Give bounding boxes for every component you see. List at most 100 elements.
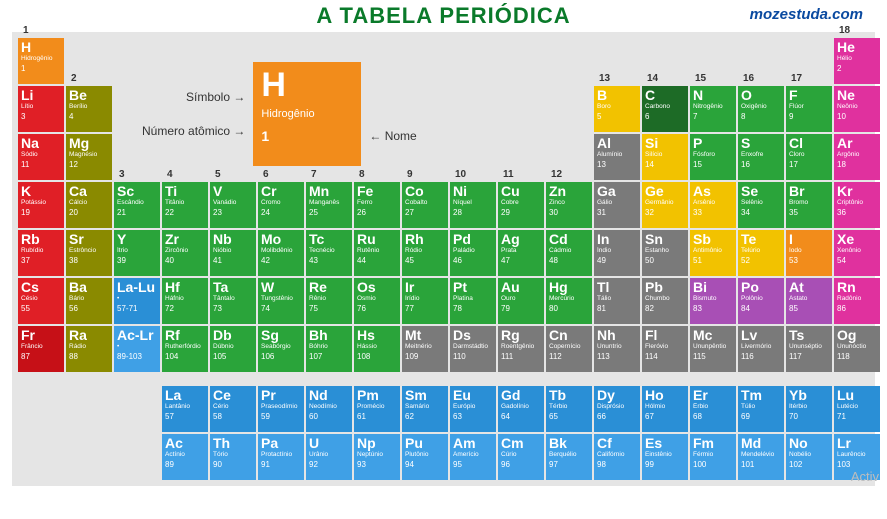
element-number: 42 [261,256,301,266]
element-name: Rubídio [21,247,61,255]
element-symbol: Ne [837,88,877,102]
element-symbol: Pt [453,280,493,294]
element-name: Rádio [69,343,109,351]
site-label: mozestuda.com [750,6,863,23]
element-cell: NiNíquel28 [450,182,496,228]
element-name: Protactínio [261,451,301,459]
element-symbol: P [693,136,733,150]
element-number: 64 [501,412,541,422]
element-cell: RbRubídio37 [18,230,64,276]
legend-example-cell: H Hidrogênio 1 [253,62,361,166]
element-symbol: Fr [21,328,61,342]
element-cell: CnCopernício112 [546,326,592,372]
element-symbol: Ac [165,436,205,450]
element-name: Zircônio [165,247,205,255]
element-symbol: Rb [21,232,61,246]
element-number: 74 [261,304,301,314]
element-symbol: Cu [501,184,541,198]
element-name: Livermório [741,343,781,351]
element-name: Germânio [645,199,685,207]
element-number: 50 [645,256,685,266]
element-number: 40 [165,256,205,266]
element-number: 18 [837,160,877,170]
element-symbol: Gd [501,388,541,402]
page-title: A TABELA PERIÓDICA [316,3,570,29]
element-number: 47 [501,256,541,266]
element-symbol: Au [501,280,541,294]
column-label: 16 [740,72,757,90]
element-cell: BrBromo35 [786,182,832,228]
element-name: Irídio [405,295,445,303]
element-number: 72 [165,304,205,314]
element-name: Ósmio [357,295,397,303]
element-cell: MgMagnésio12 [66,134,112,180]
element-cell: TcTecnécio43 [306,230,352,276]
element-number: 39 [117,256,157,266]
column-label: 12 [548,168,565,186]
element-number: 27 [405,208,445,218]
element-name: Térbio [549,403,589,411]
element-number: 114 [645,352,685,362]
column-label: 9 [404,168,416,186]
element-cell: AsArsênio33 [690,182,736,228]
element-name: Gálio [597,199,637,207]
element-cell: TlTálio81 [594,278,640,324]
element-cell: FeFerro26 [354,182,400,228]
element-symbol: Li [21,88,61,102]
element-symbol: Ge [645,184,685,198]
element-name: Neônio [837,103,877,111]
element-cell: CCarbono6 [642,86,688,132]
element-cell: ErÉrbio68 [690,386,736,432]
element-name: Oxigênio [741,103,781,111]
element-name: Prata [501,247,541,255]
element-name: Astato [789,295,829,303]
column-label: 18 [836,24,853,42]
element-number: 28 [453,208,493,218]
element-name: Lutécio [837,403,877,411]
element-symbol: Nd [309,388,349,402]
element-cell: NhUnuntrio113 [594,326,640,372]
element-name: Dúbnio [213,343,253,351]
element-name: Radônio [837,295,877,303]
legend-example-symbol: H [261,68,353,102]
element-cell: SmSamário62 [402,386,448,432]
element-number: 3 [21,112,61,122]
element-cell: GaGálio31 [594,182,640,228]
element-symbol: In [597,232,637,246]
watermark: Activ [851,469,879,484]
element-cell: AlAlumínio13 [594,134,640,180]
element-name: Boro [597,103,637,111]
element-symbol: Lv [741,328,781,342]
element-name: Ródio [405,247,445,255]
element-name: Enxofre [741,151,781,159]
element-number: 21 [117,208,157,218]
element-number: 22 [165,208,205,218]
column-label: 17 [788,72,805,90]
element-symbol: Sb [693,232,733,246]
element-cell: HsHássio108 [354,326,400,372]
column-label: 2 [68,72,80,90]
element-number: 23 [213,208,253,218]
element-name: Tecnécio [309,247,349,255]
element-cell: PaProtactínio91 [258,434,304,480]
element-cell: CrCromo24 [258,182,304,228]
legend-key: Símbolo → Número atômico → H Hidrogênio … [142,62,417,166]
column-label: 10 [452,168,469,186]
element-cell: ZrZircônio40 [162,230,208,276]
element-cell: HoHólmio67 [642,386,688,432]
element-symbol: Lu [837,388,877,402]
element-symbol: Ni [453,184,493,198]
element-symbol: As [693,184,733,198]
element-symbol: W [261,280,301,294]
element-number: 68 [693,412,733,422]
element-number: 118 [837,352,877,362]
element-cell: HHidrogênio1 [18,38,64,84]
element-symbol: Er [693,388,733,402]
column-label: 8 [356,168,368,186]
element-symbol: Sm [405,388,445,402]
element-cell: PrPraseodímio59 [258,386,304,432]
element-number: 78 [453,304,493,314]
element-number: 48 [549,256,589,266]
element-number: 14 [645,160,685,170]
element-name: Frâncio [21,343,61,351]
